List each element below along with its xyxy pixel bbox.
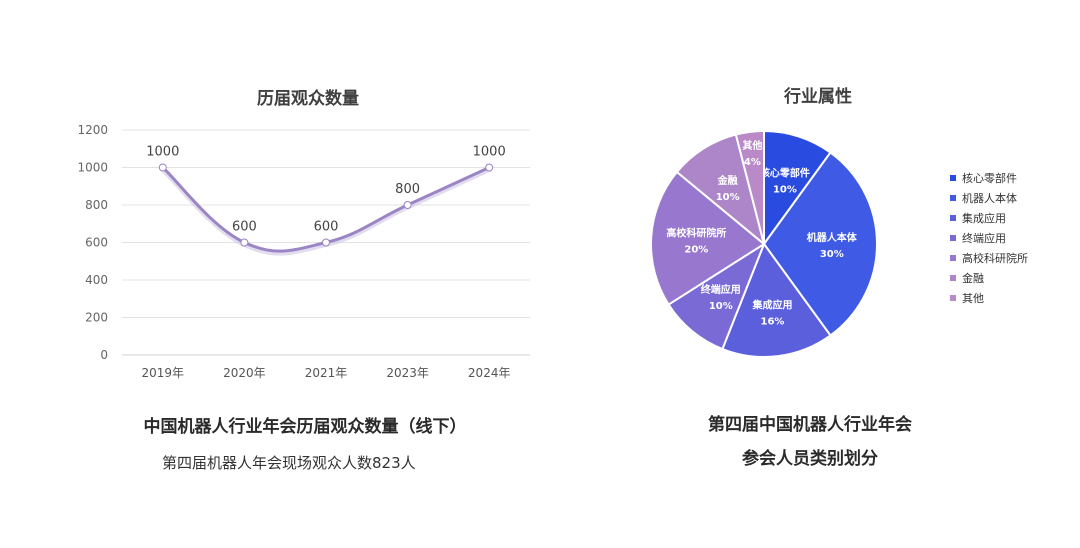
slice-percent: 20% <box>684 245 708 256</box>
pie-slice <box>721 241 832 358</box>
legend-label: 金融 <box>962 272 984 285</box>
data-point <box>403 201 412 209</box>
x-tick-label: 2023年 <box>386 366 429 380</box>
legend-swatch <box>950 215 956 221</box>
line-chart: 0 200 400 600 800 1000 1200 2019年 2020年 2021年 2023… <box>77 123 530 380</box>
data-label: 600 <box>314 220 339 235</box>
legend-label: 机器人本体 <box>962 192 1017 205</box>
legend-item: 机器人本体 <box>950 188 1028 208</box>
pie-chart: 核心零部件 10% 机器人本体 30% 集成应用 16% 终端应用 10% 高校科研院所 20% 金… <box>650 129 878 358</box>
y-tick-label: 400 <box>85 273 108 287</box>
pie-chart-title: 行业属性 <box>784 87 852 107</box>
data-label: 600 <box>232 220 257 235</box>
legend-swatch <box>950 275 956 281</box>
y-tick-label: 1000 <box>77 161 108 175</box>
slice-label: 机器人本体 <box>807 231 858 244</box>
legend-label: 终端应用 <box>962 232 1006 245</box>
data-label: 800 <box>395 182 420 197</box>
legend-swatch <box>950 195 956 201</box>
x-tick-label: 2021年 <box>305 366 348 380</box>
slice-percent: 4% <box>744 157 761 168</box>
pie-slice <box>762 151 878 337</box>
pie-slice <box>734 129 765 245</box>
line-chart-title: 历届观众数量 <box>257 89 359 109</box>
legend-item: 核心零部件 <box>950 168 1028 188</box>
pie-chart-caption-line2: 参会人员类别划分 <box>742 449 878 469</box>
slice-percent: 10% <box>716 192 740 203</box>
y-tick-label: 200 <box>85 311 108 325</box>
pie-legend: 核心零部件机器人本体集成应用终端应用高校科研院所 金融其他 <box>950 168 1028 308</box>
slice-label: 集成应用 <box>751 298 792 311</box>
legend-swatch <box>950 175 956 181</box>
legend-label: 集成应用 <box>962 212 1006 225</box>
legend-label: 其他 <box>962 292 984 305</box>
data-point <box>158 163 167 172</box>
pie-slice <box>667 241 767 351</box>
slice-percent: 10% <box>709 301 733 312</box>
y-tick-label: 1200 <box>77 123 108 137</box>
x-tick-label: 2020年 <box>223 366 266 380</box>
legend-item: 金融 <box>950 268 1028 288</box>
data-point <box>240 238 249 247</box>
data-label: 1000 <box>473 145 506 160</box>
y-tick-label: 600 <box>85 236 108 250</box>
line-chart-caption: 中国机器人行业年会历届观众数量（线下） <box>143 417 467 437</box>
legend-swatch <box>950 235 956 241</box>
legend-swatch <box>950 255 956 261</box>
legend-item: 其他 <box>950 288 1028 308</box>
legend-label: 核心零部件 <box>962 172 1017 185</box>
slice-label: 终端应用 <box>701 283 741 296</box>
slice-percent: 30% <box>820 249 844 260</box>
pie-slice <box>763 129 832 248</box>
legend-swatch <box>950 295 956 301</box>
legend-label: 高校科研院所 <box>962 252 1028 265</box>
y-tick-label: 0 <box>100 348 108 362</box>
legend-item: 高校科研院所 <box>950 248 1028 268</box>
x-tick-label: 2019年 <box>142 366 185 380</box>
data-point <box>322 238 330 247</box>
slice-percent: 16% <box>761 316 785 327</box>
legend-item: 集成应用 <box>950 208 1028 228</box>
slice-label: 其他 <box>742 139 762 152</box>
slice-label: 高校科研院所 <box>666 227 726 240</box>
slice-label: 核心零部件 <box>760 167 810 180</box>
pie-slice <box>650 170 766 306</box>
y-tick-label: 800 <box>85 198 108 212</box>
pie-chart-caption-line1: 第四届中国机器人行业年会 <box>708 415 912 435</box>
x-tick-label: 2024年 <box>468 366 511 380</box>
legend-item: 终端应用 <box>950 228 1028 248</box>
data-point <box>485 163 494 172</box>
line-chart-subcaption: 第四届机器人年会现场观众人数823人 <box>162 454 416 472</box>
slice-label: 金融 <box>717 174 738 187</box>
slice-percent: 10% <box>773 185 797 196</box>
data-label: 1000 <box>146 145 179 160</box>
